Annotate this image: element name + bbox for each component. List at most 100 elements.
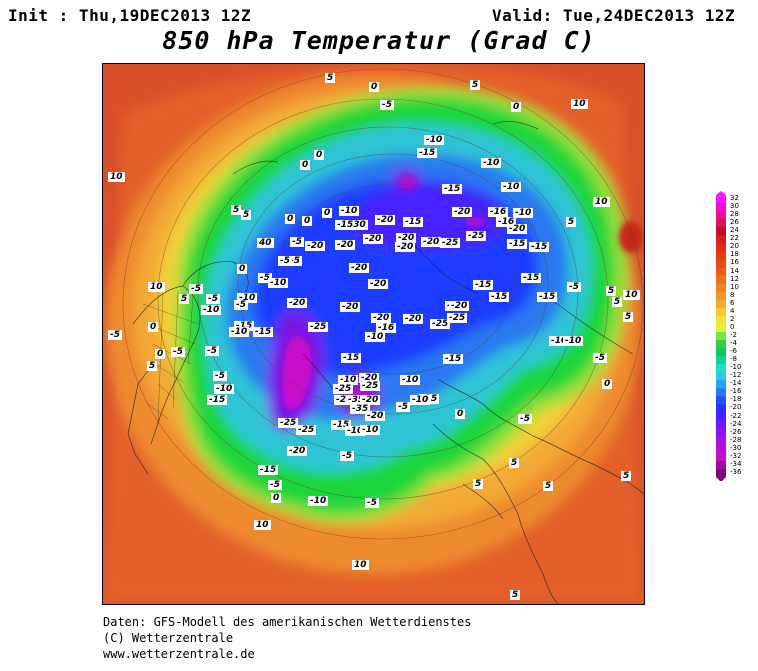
contour-label: 10: [148, 282, 165, 292]
contour-label: 5: [543, 481, 554, 491]
contour-label: 40: [257, 238, 274, 248]
legend-color-cell: [716, 291, 726, 301]
contour-label: -15: [207, 395, 228, 405]
contour-label: -20: [365, 411, 386, 421]
legend-tick-label: 14: [730, 266, 739, 275]
contour-label: -20: [507, 224, 528, 234]
legend-color-cell: [716, 211, 726, 220]
contour-label: -5: [108, 330, 122, 340]
legend-tick-label: 6: [730, 298, 735, 307]
legend-color-cell: [716, 444, 726, 454]
contour-label: -5: [567, 282, 581, 292]
contour-label: -25: [440, 238, 461, 248]
contour-label: -16: [496, 217, 517, 227]
legend-tick-label: -36: [730, 467, 742, 476]
legend-tick-label: -10: [730, 363, 742, 372]
legend-tick-label: -26: [730, 427, 742, 436]
legend-tick-label: 28: [730, 210, 739, 219]
contour-label: 5: [179, 294, 190, 304]
contour-label: 5: [147, 361, 158, 371]
temperature-map: 5 0 -5 5 0 10 -10 -15 -10 0 0 -10 -15 -10 10 0 5 5 0 0 -1530…: [102, 63, 645, 605]
legend-color-cell: [716, 340, 726, 349]
legend-color-cell: [716, 307, 726, 317]
contour-label: 0: [155, 349, 166, 359]
legend-color-cell: [716, 219, 726, 228]
contour-label: -5: [288, 256, 302, 266]
legend-color-cell: [716, 412, 726, 421]
contour-label: 5: [612, 297, 623, 307]
legend-color-cell: [716, 315, 726, 325]
legend-tick-label: 8: [730, 290, 735, 299]
contour-label: -10: [338, 375, 359, 385]
contour-label: -5: [268, 480, 282, 490]
contour-label: 10: [108, 172, 125, 182]
contour-label: 5: [621, 471, 632, 481]
contour-label: 0: [237, 264, 248, 274]
contour-label: -5: [189, 284, 203, 294]
legend-tick-label: -32: [730, 451, 742, 460]
legend-color-cell: [716, 436, 726, 446]
contour-label: -25: [430, 319, 451, 329]
legend-color-cell: [716, 203, 726, 212]
legend-tick-label: 32: [730, 194, 739, 202]
legend-color-cell: [716, 251, 726, 260]
legend-tick-label: -6: [730, 347, 737, 356]
contour-label: -10: [513, 208, 534, 218]
contour-label: -20: [363, 234, 384, 244]
contour-label: -1530: [335, 220, 368, 230]
footer-url: www.wetterzentrale.de: [103, 647, 255, 661]
contour-label: -5: [396, 402, 410, 412]
contour-label: 5: [606, 286, 617, 296]
map-title: 850 hPa Temperatur (Grad C): [162, 26, 596, 55]
contour-label: 0: [302, 216, 313, 226]
contour-label: -20: [305, 241, 326, 251]
contour-label: 0: [602, 379, 613, 389]
contour-label: 10: [352, 560, 369, 570]
contour-label: -20: [421, 237, 442, 247]
legend-color-cell: [716, 331, 726, 341]
contour-label: -35: [346, 395, 367, 405]
legend-tick-label: 20: [730, 242, 739, 251]
contour-label: 5: [509, 458, 520, 468]
legend-tick-label: -24: [730, 419, 742, 428]
legend-tick-label: -14: [730, 379, 742, 388]
contour-label: 0: [322, 208, 333, 218]
contour-label: -20: [396, 233, 417, 243]
contour-label: -20: [449, 301, 470, 311]
contour-label: -10: [237, 293, 258, 303]
contour-label: -10: [563, 336, 584, 346]
legend-tick-label: -30: [730, 443, 742, 452]
contour-label: -20: [403, 314, 424, 324]
contour-label: 5: [231, 205, 242, 215]
contour-label: -16: [488, 207, 509, 217]
contour-label: -5: [278, 256, 292, 266]
legend-tick-label: 12: [730, 274, 739, 283]
contour-label: -20: [371, 313, 392, 323]
contour-label: -15: [442, 184, 463, 194]
contour-label: -25: [360, 381, 381, 391]
contour-label: 0: [285, 214, 296, 224]
contour-label: -15: [507, 239, 528, 249]
legend-tick-label: 26: [730, 218, 739, 227]
legend-color-cell: [716, 195, 726, 204]
contour-label: -25: [308, 322, 329, 332]
contour-label: -20: [368, 279, 389, 289]
legend-color-cell: [716, 460, 726, 470]
contour-label: -20: [375, 215, 396, 225]
contour-label: -25: [278, 418, 299, 428]
contour-label: 10: [254, 520, 271, 530]
contour-label: 5: [470, 80, 481, 90]
contour-label: -10: [360, 425, 381, 435]
contour-label: 5: [241, 210, 252, 220]
contour-label: -10: [424, 135, 445, 145]
contour-label: -10: [201, 305, 222, 315]
contour-label: 10: [571, 99, 588, 109]
legend-tick-label: -34: [730, 459, 742, 468]
contour-label: -20: [360, 395, 381, 405]
legend-tick-label: -16: [730, 387, 742, 396]
contour-label: 5: [566, 217, 577, 227]
legend-color-cell: [716, 243, 726, 252]
contour-label: -20: [359, 373, 380, 383]
contour-label: -5: [205, 346, 219, 356]
legend-color-cell: [716, 420, 726, 429]
